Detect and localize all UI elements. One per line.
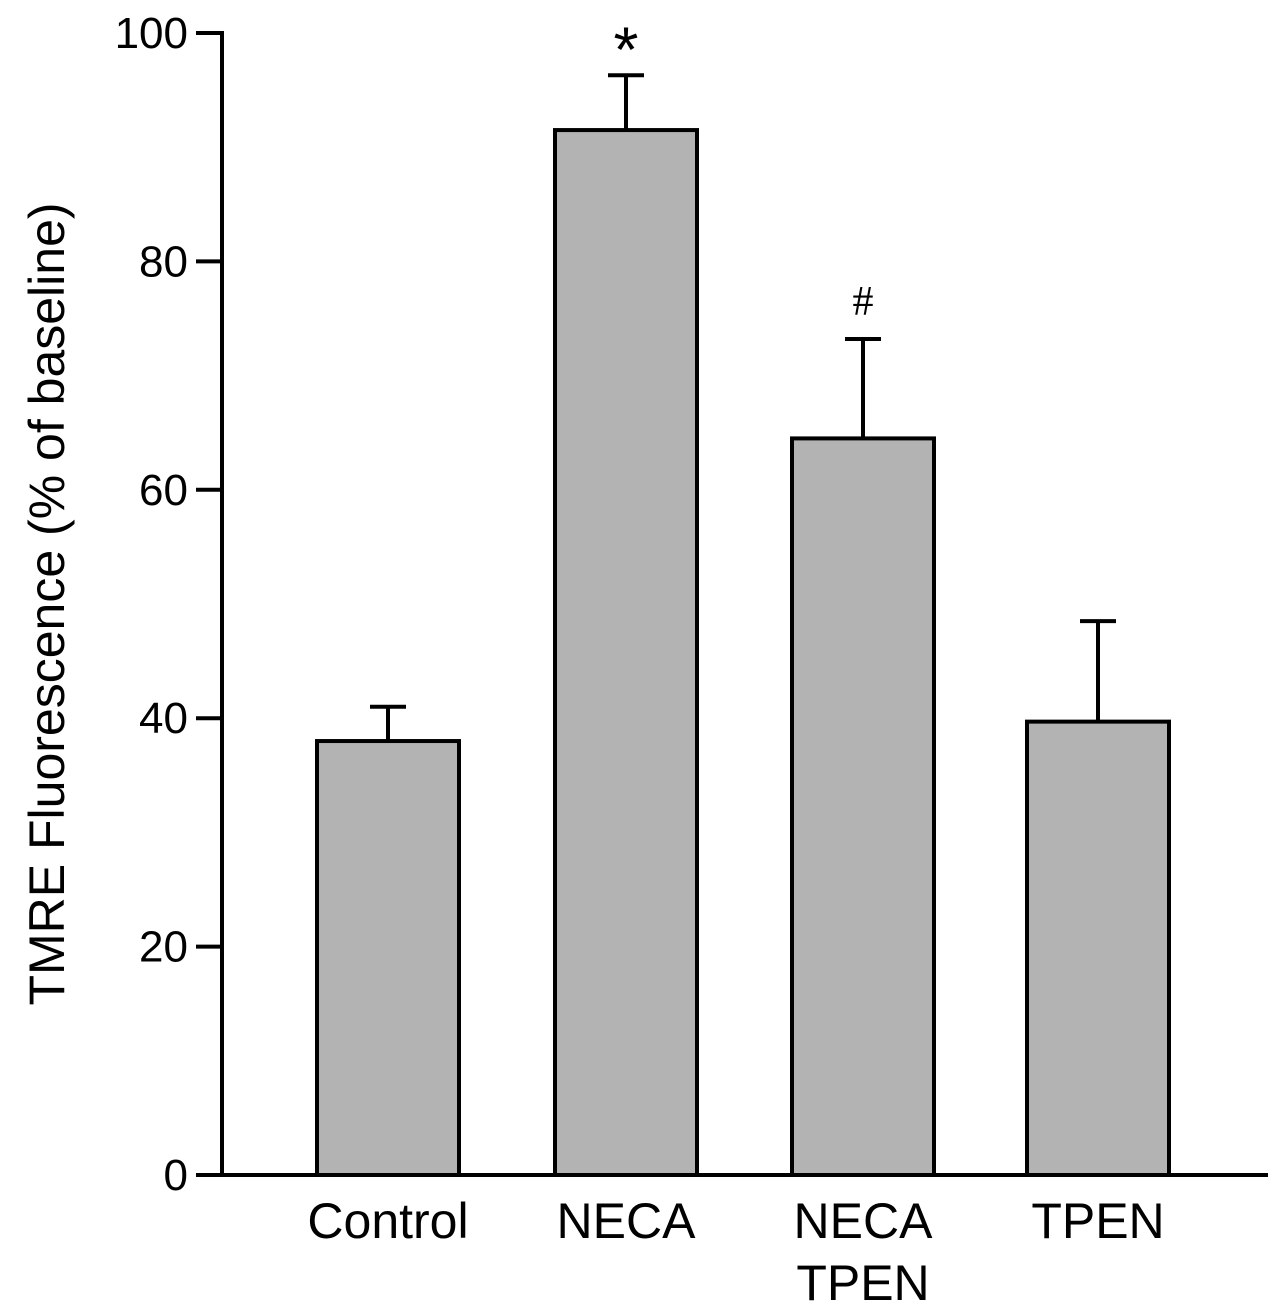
y-tick-label: 20 (139, 923, 188, 972)
x-tick-label: TPEN (796, 1255, 929, 1311)
x-axis: Control NECA NECA TPEN TPEN (196, 1173, 1268, 1311)
y-tick-label: 100 (115, 9, 188, 58)
bar (1025, 719, 1171, 1177)
y-tick-label: 40 (139, 694, 188, 743)
y-axis-title: TMRE Fluorescence (% of baseline) (19, 202, 75, 1005)
y-tick-label: 80 (139, 237, 188, 286)
x-tick-label: TPEN (1031, 1193, 1164, 1249)
bar (315, 739, 461, 1177)
y-tick-label: 60 (139, 466, 188, 515)
bar (790, 436, 936, 1178)
significance-marker: * (614, 13, 639, 85)
bars: *# (315, 13, 1171, 1178)
significance-marker: # (853, 279, 874, 325)
bar (553, 128, 699, 1178)
x-tick-label: NECA (794, 1193, 934, 1249)
x-tick-label: NECA (557, 1193, 697, 1249)
x-tick-label: Control (307, 1193, 468, 1249)
y-tick-label: 0 (164, 1151, 188, 1200)
y-axis: 0 20 40 60 80 100 (115, 9, 224, 1200)
